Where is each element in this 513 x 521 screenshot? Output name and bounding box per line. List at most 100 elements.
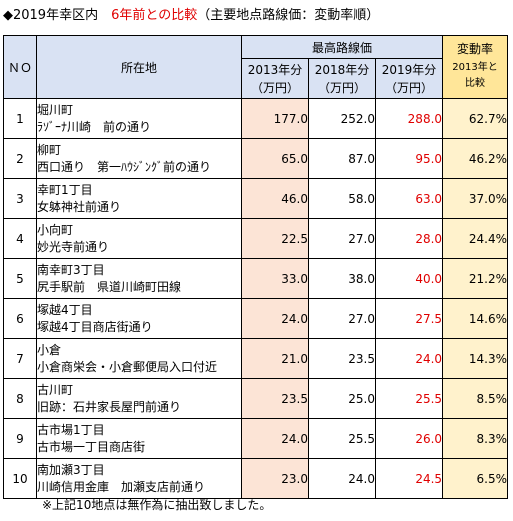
header-year-label: 2018年分 — [314, 62, 370, 77]
footnote: ※上記10地点は無作為に抽出致しました。 — [42, 498, 272, 512]
row-no: 1 — [3, 98, 37, 139]
page-title: ◆2019年幸区内 6年前との比較（主要地点路線価：変動率順） — [3, 4, 379, 28]
row-location: 柳町 西口通り 第一ﾊｳｼﾞﾝｸﾞ前の通り — [36, 138, 242, 179]
table-row: 8 古川町 旧跡：石井家長屋門前通り 23.5 25.0 25.5 8.5% — [3, 378, 509, 419]
location-street: 旧跡：石井家長屋門前通り — [37, 399, 182, 414]
header-rate-sub1: 2013年と — [452, 62, 498, 73]
row-location: 南加瀬3丁目川崎信用金庫 加瀬支店前通り — [36, 458, 242, 499]
location-area: 幸町1丁目 — [37, 182, 93, 197]
location-street: 尻手駅前 県道川崎町田線 — [37, 279, 182, 294]
row-change-rate: 6.5% — [442, 458, 509, 499]
table-row: 4 小向町 妙光寺前通り 22.5 27.0 28.0 24.4% — [3, 218, 509, 259]
location-street: 塚越4丁目商店街通り — [37, 319, 153, 334]
table-row: 7 小倉 小倉商栄会・小倉郵便局入口付近 21.0 23.5 24.0 14.3% — [3, 338, 509, 379]
location-area: 南幸町3丁目 — [37, 262, 105, 277]
location-area: 南加瀬3丁目 — [37, 462, 105, 477]
header-unit: （万円） — [385, 80, 434, 95]
table-row: 3 幸町1丁目 女躰神社前通り 46.0 58.0 63.0 37.0% — [3, 178, 509, 219]
location-area: 小向町 — [37, 222, 74, 237]
row-no: 4 — [3, 218, 37, 259]
row-value-2019: 26.0 — [374, 418, 444, 459]
row-value-2019: 28.0 — [374, 218, 444, 259]
price-table: ＮＯ 所在地 最高路線価 変動率 2013年と 比較 2013年分 （万円） 20… — [3, 35, 509, 499]
row-value-2013: 46.0 — [241, 178, 309, 219]
header-rate-label: 変動率 — [457, 42, 494, 56]
location-street: 小倉商栄会・小倉郵便局入口付近 — [37, 359, 218, 374]
title-highlight: 6年前との比較 — [111, 8, 198, 23]
location-street: 女躰神社前通り — [37, 199, 122, 214]
row-change-rate: 46.2% — [442, 138, 509, 179]
location-area: 古市場1丁目 — [37, 422, 105, 437]
table-row: 2 柳町 西口通り 第一ﾊｳｼﾞﾝｸﾞ前の通り 65.0 87.0 95.0 46.2% — [3, 138, 509, 179]
header-row-2: 2013年分 （万円） 2018年分 （万円） 2019年分 （万円） — [4, 58, 508, 99]
row-location: 小倉 小倉商栄会・小倉郵便局入口付近 — [36, 338, 242, 379]
row-value-2018: 27.0 — [308, 298, 376, 339]
row-value-2013: 21.0 — [241, 338, 309, 379]
row-value-2019: 63.0 — [374, 178, 444, 219]
header-year-2018: 2018年分 （万円） — [308, 58, 376, 99]
location-street: 川崎信用金庫 加瀬支店前通り — [37, 479, 206, 494]
location-street: 妙光寺前通り — [37, 239, 110, 254]
table-body: 1 堀川町 ﾗｿﾞｰﾅ川崎 前の通り 177.0 252.0 288.0 62.7% 2 柳町西… — [3, 98, 509, 499]
row-value-2018: 58.0 — [308, 178, 376, 219]
location-area: 古川町 — [37, 382, 74, 397]
row-change-rate: 21.2% — [442, 258, 509, 299]
title-suffix: （主要地点路線価：変動率順） — [197, 8, 380, 23]
row-value-2013: 22.5 — [241, 218, 309, 259]
row-no: 10 — [3, 458, 37, 499]
row-value-2018: 25.5 — [308, 418, 376, 459]
row-no: 5 — [3, 258, 37, 299]
row-location: 塚越4丁目塚越4丁目商店街通り — [36, 298, 242, 339]
row-location: 小向町 妙光寺前通り — [36, 218, 242, 259]
header-no: ＮＯ — [3, 35, 37, 99]
header-rate-sub2: 比較 — [465, 78, 486, 89]
row-change-rate: 24.4% — [442, 218, 509, 259]
location-street: 古市場一丁目商店街 — [37, 439, 146, 454]
row-value-2018: 25.0 — [308, 378, 376, 419]
row-no: 3 — [3, 178, 37, 219]
row-value-2018: 23.5 — [308, 338, 376, 379]
row-value-2019: 40.0 — [374, 258, 444, 299]
table-row: 10 南加瀬3丁目 川崎信用金庫 加瀬支店前通り 23.0 24.0 24.5 6.5% — [3, 458, 509, 499]
location-area: 堀川町 — [37, 102, 74, 117]
row-no: 2 — [3, 138, 37, 179]
row-value-2019: 27.5 — [374, 298, 444, 339]
table-row: 5 南幸町3丁目 尻手駅前 県道川崎町田線 33.0 38.0 40.0 21.2% — [3, 258, 509, 299]
row-value-2013: 65.0 — [241, 138, 309, 179]
row-location: 古市場1丁目古市場一丁目商店街 — [36, 418, 242, 459]
row-value-2018: 38.0 — [308, 258, 376, 299]
row-value-2019: 24.0 — [374, 338, 444, 379]
header-year-2013: 2013年分 （万円） — [241, 58, 309, 99]
row-no: 9 — [3, 418, 37, 459]
row-value-2019: 95.0 — [374, 138, 444, 179]
location-street: 西口通り 第一ﾊｳｼﾞﾝｸﾞ前の通り — [37, 159, 212, 174]
row-value-2019: 25.5 — [374, 378, 444, 419]
row-value-2018: 27.0 — [308, 218, 376, 259]
location-area: 塚越4丁目 — [37, 302, 93, 317]
row-change-rate: 14.3% — [442, 338, 509, 379]
row-value-2018: 252.0 — [308, 98, 376, 139]
row-no: 7 — [3, 338, 37, 379]
row-value-2018: 24.0 — [308, 458, 376, 499]
header-unit: （万円） — [250, 80, 299, 95]
header-row-1: ＮＯ 所在地 最高路線価 変動率 2013年と 比較 — [3, 35, 509, 99]
row-value-2013: 23.0 — [241, 458, 309, 499]
header-change-rate: 変動率 2013年と 比較 — [442, 35, 509, 99]
table-row: 9 古市場1丁目 古市場一丁目商店街 24.0 25.5 26.0 8.3% — [3, 418, 509, 459]
row-value-2019: 24.5 — [374, 458, 444, 499]
row-location: 幸町1丁目女躰神社前通り — [36, 178, 242, 219]
row-value-2013: 23.5 — [241, 378, 309, 419]
row-value-2018: 87.0 — [308, 138, 376, 179]
row-change-rate: 62.7% — [442, 98, 509, 139]
row-change-rate: 8.3% — [442, 418, 509, 459]
row-no: 6 — [3, 298, 37, 339]
table-row: 6 塚越4丁目 塚越4丁目商店街通り 24.0 27.0 27.5 14.6% — [3, 298, 509, 339]
header-year-label: 2019年分 — [381, 62, 437, 77]
row-location: 堀川町 ﾗｿﾞｰﾅ川崎 前の通り — [36, 98, 242, 139]
table-row: 1 堀川町 ﾗｿﾞｰﾅ川崎 前の通り 177.0 252.0 288.0 62.7% — [3, 98, 509, 139]
header-year-2019: 2019年分 （万円） — [374, 58, 444, 99]
header-unit: （万円） — [317, 80, 366, 95]
header-location: 所在地 — [36, 35, 242, 99]
row-change-rate: 14.6% — [442, 298, 509, 339]
row-no: 8 — [3, 378, 37, 419]
